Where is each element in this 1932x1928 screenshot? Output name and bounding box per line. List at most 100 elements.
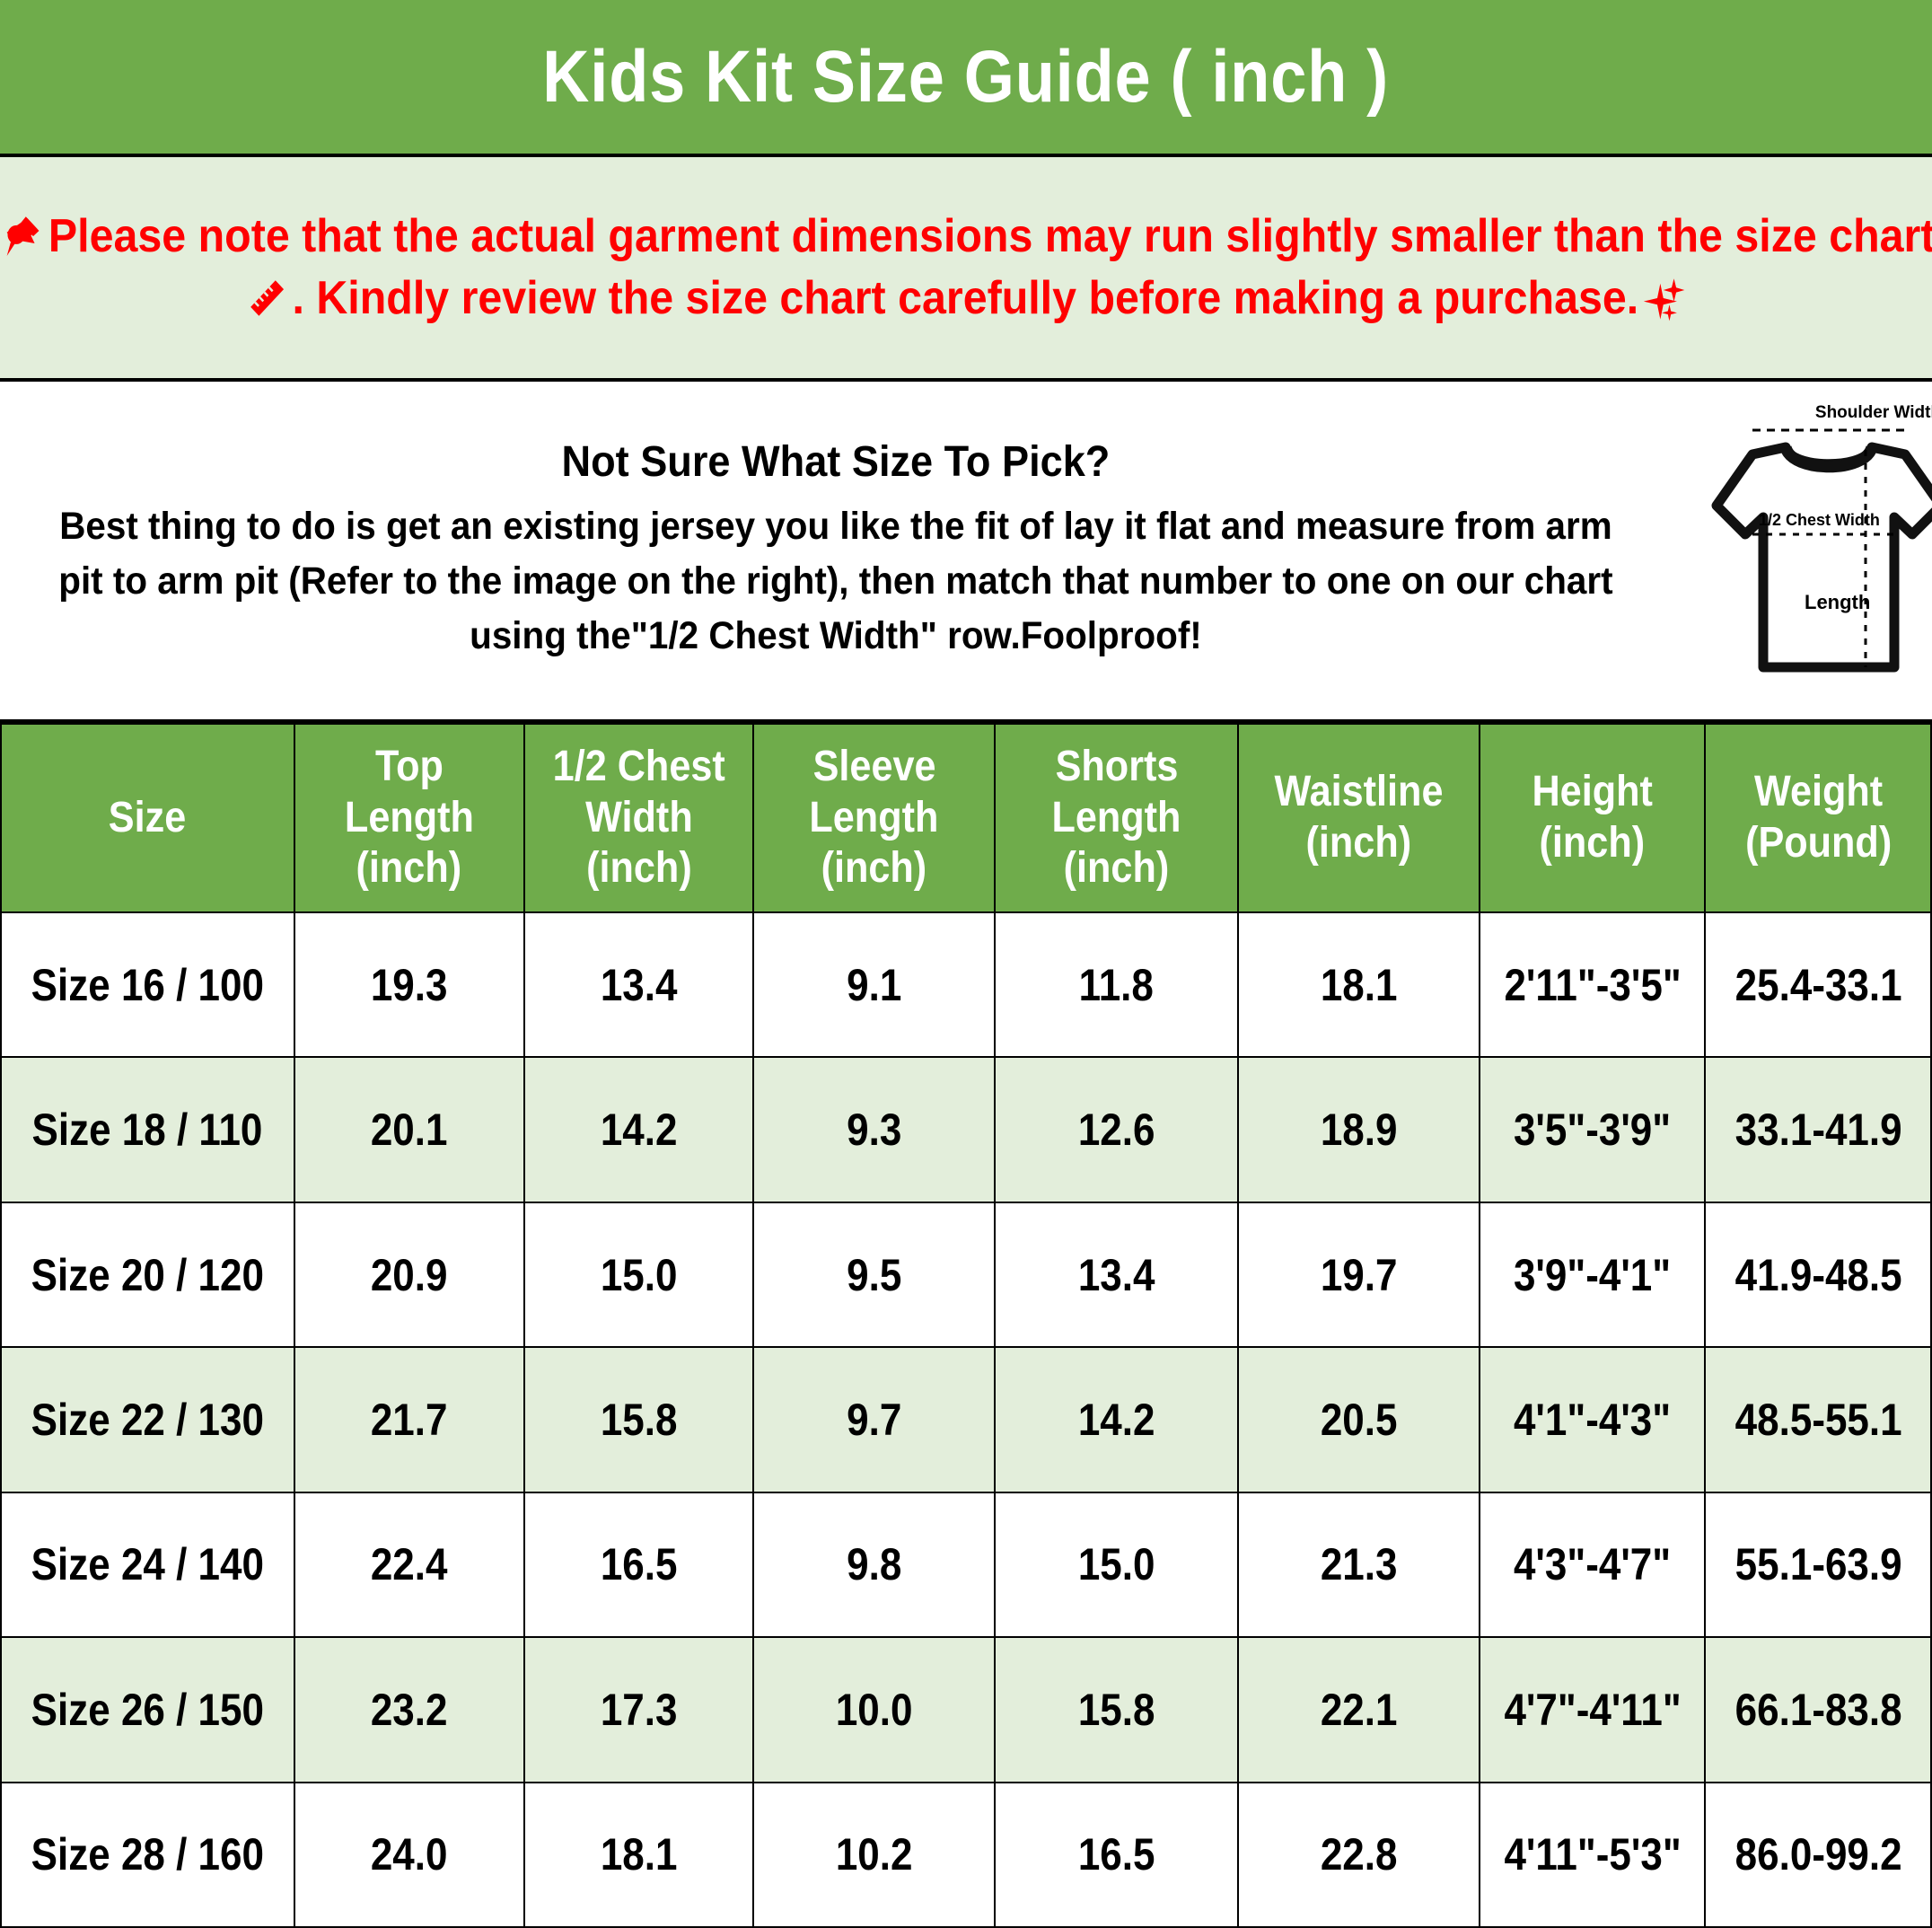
table-cell: 9.7	[752, 1346, 997, 1493]
column-header-sleeve-length: Sleeve Length (inch)	[752, 723, 997, 913]
cell-value: 19.3	[370, 959, 448, 1010]
cell-value: 10.0	[836, 1684, 913, 1735]
table-cell: 15.8	[994, 1636, 1240, 1783]
table-cell: 23.2	[293, 1636, 525, 1783]
cell-value: 20.5	[1320, 1394, 1398, 1445]
cell-value: Size 26 / 150	[31, 1684, 265, 1735]
half-chest-width-label: 1/2 Chest Width	[1759, 511, 1880, 529]
cell-size: Size 28 / 160	[0, 1781, 295, 1928]
table-cell: 15.0	[994, 1491, 1240, 1639]
page-title: Kids Kit Size Guide ( inch )	[542, 35, 1390, 118]
cell-size: Size 16 / 100	[0, 911, 295, 1059]
cell-value: 15.0	[600, 1249, 678, 1300]
cell-value: 14.2	[600, 1105, 678, 1156]
help-text: Not Sure What Size To Pick? Best thing t…	[0, 437, 1699, 664]
table-cell: 18.9	[1237, 1056, 1480, 1203]
cell-value: 4'1"-4'3"	[1514, 1394, 1672, 1445]
table-cell: 48.5-55.1	[1704, 1346, 1932, 1493]
cell-size: Size 26 / 150	[0, 1636, 295, 1783]
table-cell: 9.8	[752, 1491, 997, 1639]
table-cell: 9.1	[752, 911, 997, 1059]
table-cell: 11.8	[994, 911, 1240, 1059]
table-cell: 12.6	[994, 1056, 1240, 1203]
cell-value: 9.3	[847, 1105, 902, 1156]
length-label: Length	[1805, 591, 1870, 613]
cell-value: 22.1	[1320, 1684, 1398, 1735]
table-row: Size 28 / 160 24.0 18.1 10.2 16.5 22.8 4'11"-5…	[0, 1781, 1932, 1928]
cell-value: 21.7	[370, 1394, 448, 1445]
table-cell: 66.1-83.8	[1704, 1636, 1932, 1783]
cell-value: 20.1	[370, 1105, 448, 1156]
cell-value: 48.5-55.1	[1734, 1394, 1902, 1445]
cell-value: 24.0	[370, 1829, 448, 1880]
cell-value: 15.0	[1077, 1539, 1155, 1590]
table-cell: 21.3	[1237, 1491, 1480, 1639]
cell-value: 15.8	[1077, 1684, 1155, 1735]
table-cell: 22.1	[1237, 1636, 1480, 1783]
ruler-icon	[243, 273, 290, 323]
table-row: Size 24 / 140 22.4 16.5 9.8 15.0 21.3 4'3"-4'7…	[0, 1491, 1932, 1639]
help-section: Not Sure What Size To Pick? Best thing t…	[0, 382, 1932, 723]
table-cell: 55.1-63.9	[1704, 1491, 1932, 1639]
column-header-size: Size	[0, 723, 295, 913]
notice-text-2: . Kindly review the size chart carefully…	[292, 272, 1638, 324]
table-cell: 86.0-99.2	[1704, 1781, 1932, 1928]
sparkles-icon	[1640, 272, 1689, 324]
table-cell: 14.2	[523, 1056, 755, 1203]
cell-value: Size 18 / 110	[31, 1105, 263, 1156]
table-cell: 22.8	[1237, 1781, 1480, 1928]
notice-line-2: . Kindly review the size chart carefully…	[243, 268, 1688, 330]
table-row: Size 20 / 120 20.9 15.0 9.5 13.4 19.7 3'9"-4'1…	[0, 1201, 1932, 1349]
cell-value: 17.3	[600, 1684, 678, 1735]
table-cell: 4'3"-4'7"	[1478, 1491, 1707, 1639]
table-cell: 22.4	[293, 1491, 525, 1639]
table-cell: 15.8	[523, 1346, 755, 1493]
help-body-line-3: using the"1/2 Chest Width" row.Foolproof…	[470, 614, 1202, 658]
cell-size: Size 22 / 130	[0, 1346, 295, 1493]
cell-value: 9.5	[847, 1249, 902, 1300]
cell-value: 12.6	[1077, 1105, 1155, 1156]
table-cell: 25.4-33.1	[1704, 911, 1932, 1059]
table-cell: 4'7"-4'11"	[1478, 1636, 1707, 1783]
column-header-waistline: Waistline (inch)	[1237, 723, 1480, 913]
cell-value: 4'3"-4'7"	[1514, 1539, 1672, 1590]
table-cell: 15.0	[523, 1201, 755, 1349]
cell-value: 18.1	[1320, 959, 1398, 1010]
cell-value: 16.5	[600, 1539, 678, 1590]
cell-value: 13.4	[600, 959, 678, 1010]
table-cell: 9.5	[752, 1201, 997, 1349]
cell-value: 22.8	[1320, 1829, 1398, 1880]
table-row: Size 18 / 110 20.1 14.2 9.3 12.6 18.9 3'5"-3'9…	[0, 1056, 1932, 1203]
table-row: Size 22 / 130 21.7 15.8 9.7 14.2 20.5 4'1"-4'3…	[0, 1346, 1932, 1493]
table-cell: 18.1	[1237, 911, 1480, 1059]
cell-value: Size 28 / 160	[31, 1829, 265, 1880]
help-body-line-1: Best thing to do is get an existing jers…	[59, 504, 1612, 548]
table-cell: 16.5	[994, 1781, 1240, 1928]
table-cell: 16.5	[523, 1491, 755, 1639]
table-row: Size 26 / 150 23.2 17.3 10.0 15.8 22.1 4'7"-4'…	[0, 1636, 1932, 1783]
size-chart-body: Size 16 / 100 19.3 13.4 9.1 11.8 18.1 2'11"-3'…	[0, 911, 1932, 1928]
cell-value: 3'5"-3'9"	[1514, 1105, 1672, 1156]
cell-value: 21.3	[1320, 1539, 1398, 1590]
cell-value: 9.8	[847, 1539, 902, 1590]
size-chart-table: Size Top Length (inch) 1/2 Chest Width (…	[0, 723, 1932, 1928]
cell-value: 9.7	[847, 1394, 902, 1445]
column-header-half-chest-width: 1/2 Chest Width (inch)	[523, 723, 755, 913]
table-cell: 13.4	[994, 1201, 1240, 1349]
table-cell: 21.7	[293, 1346, 525, 1493]
cell-value: 4'11"-5'3"	[1504, 1829, 1682, 1880]
table-cell: 20.5	[1237, 1346, 1480, 1493]
table-cell: 4'11"-5'3"	[1478, 1781, 1707, 1928]
cell-value: 10.2	[836, 1829, 913, 1880]
notice-banner: Please note that the actual garment dime…	[0, 157, 1932, 382]
cell-value: 41.9-48.5	[1734, 1249, 1902, 1300]
cell-value: Size 22 / 130	[31, 1394, 265, 1445]
notice-text-1: Please note that the actual garment dime…	[48, 210, 1932, 263]
help-body: Best thing to do is get an existing jers…	[58, 499, 1612, 664]
table-cell: 14.2	[994, 1346, 1240, 1493]
table-cell: 20.1	[293, 1056, 525, 1203]
column-header-weight: Weight (Pound)	[1704, 723, 1932, 913]
shoulder-width-label: Shoulder Width	[1815, 403, 1932, 422]
table-cell: 18.1	[523, 1781, 755, 1928]
table-cell: 3'5"-3'9"	[1478, 1056, 1707, 1203]
